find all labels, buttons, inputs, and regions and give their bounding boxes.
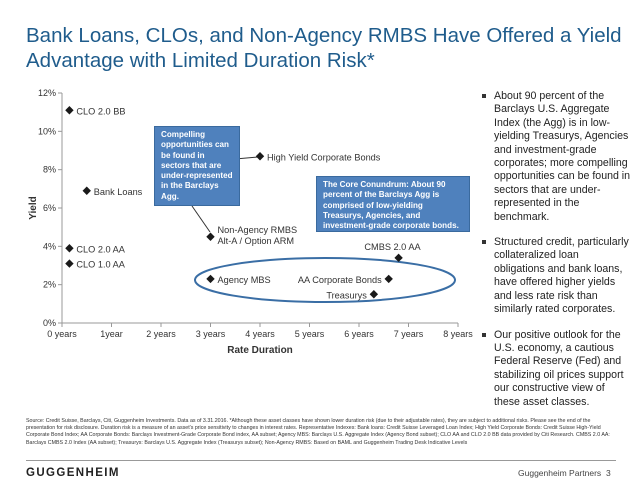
x-tick-label: 1year	[100, 329, 123, 339]
data-point-label: Bank Loans	[94, 187, 143, 197]
data-point-marker	[206, 232, 215, 241]
bullet-text: About 90 percent of the Barclays U.S. Ag…	[494, 90, 631, 223]
x-tick-label: 7 years	[394, 329, 424, 339]
data-point-label: Alt-A / Option ARM	[218, 236, 295, 246]
data-point-marker	[82, 186, 91, 195]
data-point-label: Agency MBS	[218, 275, 271, 285]
chart-axes: 0% 2% 4% 6% 8% 10% 12% 0 years 1year 2 years 3 yea…	[28, 88, 473, 356]
x-tick-label: 5 years	[295, 329, 325, 339]
x-tick-label: 6 years	[344, 329, 374, 339]
data-point-marker	[65, 244, 74, 253]
x-tick-label: 0 years	[47, 329, 77, 339]
page-number: 3	[606, 468, 611, 478]
guggenheim-logo: GUGGENHEIM	[26, 467, 120, 479]
x-tick-label: 4 years	[245, 329, 275, 339]
y-tick-label: 0%	[43, 318, 56, 328]
data-point-marker	[255, 152, 265, 161]
bullet-square-icon	[482, 240, 486, 245]
x-tick-label: 3 years	[196, 329, 226, 339]
y-tick-label: 10%	[38, 126, 56, 136]
data-point-label: High Yield Corporate Bonds	[267, 152, 381, 162]
core-conundrum-ellipse	[194, 257, 456, 303]
data-point-label: CLO 2.0 AA	[76, 244, 125, 254]
y-tick-label: 2%	[43, 280, 56, 290]
y-tick-label: 4%	[43, 241, 56, 251]
y-tick-label: 6%	[43, 203, 56, 213]
x-tick-label: 8 years	[443, 329, 473, 339]
data-point-label: Non-Agency RMBS	[218, 225, 298, 235]
data-point-marker	[369, 290, 379, 299]
callout-underrepresented: Compelling opportunities can be found in…	[154, 126, 240, 206]
x-tick-label: 2 years	[146, 329, 176, 339]
bullet-text: Our positive outlook for the U.S. econom…	[494, 328, 624, 408]
data-point-label: CMBS 2.0 AA	[364, 242, 421, 252]
data-point-marker	[65, 259, 74, 268]
source-note: Source: Credit Suisse, Barclays, Citi, G…	[26, 418, 610, 446]
bullet-item: Our positive outlook for the U.S. econom…	[480, 329, 632, 409]
data-point-marker	[206, 274, 215, 284]
data-point-label: CLO 2.0 BB	[76, 106, 125, 116]
chart-points: CLO 2.0 BB Bank Loans CLO 2.0 AA CLO 1.0 AA…	[65, 106, 421, 300]
bullet-item: Structured credit, particularly collater…	[480, 236, 632, 316]
bullet-square-icon	[482, 94, 486, 98]
data-point-marker	[394, 253, 403, 263]
footer-company: Guggenheim Partners	[518, 468, 602, 478]
callout-connector-line	[191, 205, 211, 233]
bullet-square-icon	[482, 332, 486, 337]
bullet-list: About 90 percent of the Barclays U.S. Ag…	[480, 90, 632, 421]
data-point-label: AA Corporate Bonds	[298, 275, 382, 285]
x-axis-label: Rate Duration	[227, 345, 293, 356]
y-tick-label: 12%	[38, 88, 56, 98]
data-point-marker	[384, 274, 393, 284]
bullet-text: Structured credit, particularly collater…	[494, 236, 629, 316]
footer-divider	[26, 460, 616, 461]
y-axis-label: Yield	[28, 196, 39, 220]
callout-core-conundrum-text: The Core Conundrum: About 90 percent of …	[323, 180, 459, 231]
bullet-item: About 90 percent of the Barclays U.S. Ag…	[480, 90, 632, 224]
callout-core-conundrum: The Core Conundrum: About 90 percent of …	[316, 176, 470, 232]
data-point-label: CLO 1.0 AA	[76, 260, 125, 270]
y-tick-label: 8%	[43, 165, 56, 175]
data-point-marker	[65, 106, 74, 115]
data-point-label: Treasurys	[326, 290, 367, 300]
page-title: Bank Loans, CLOs, and Non-Agency RMBS Ha…	[26, 24, 622, 72]
callout-underrepresented-text: Compelling opportunities can be found in…	[161, 130, 233, 201]
